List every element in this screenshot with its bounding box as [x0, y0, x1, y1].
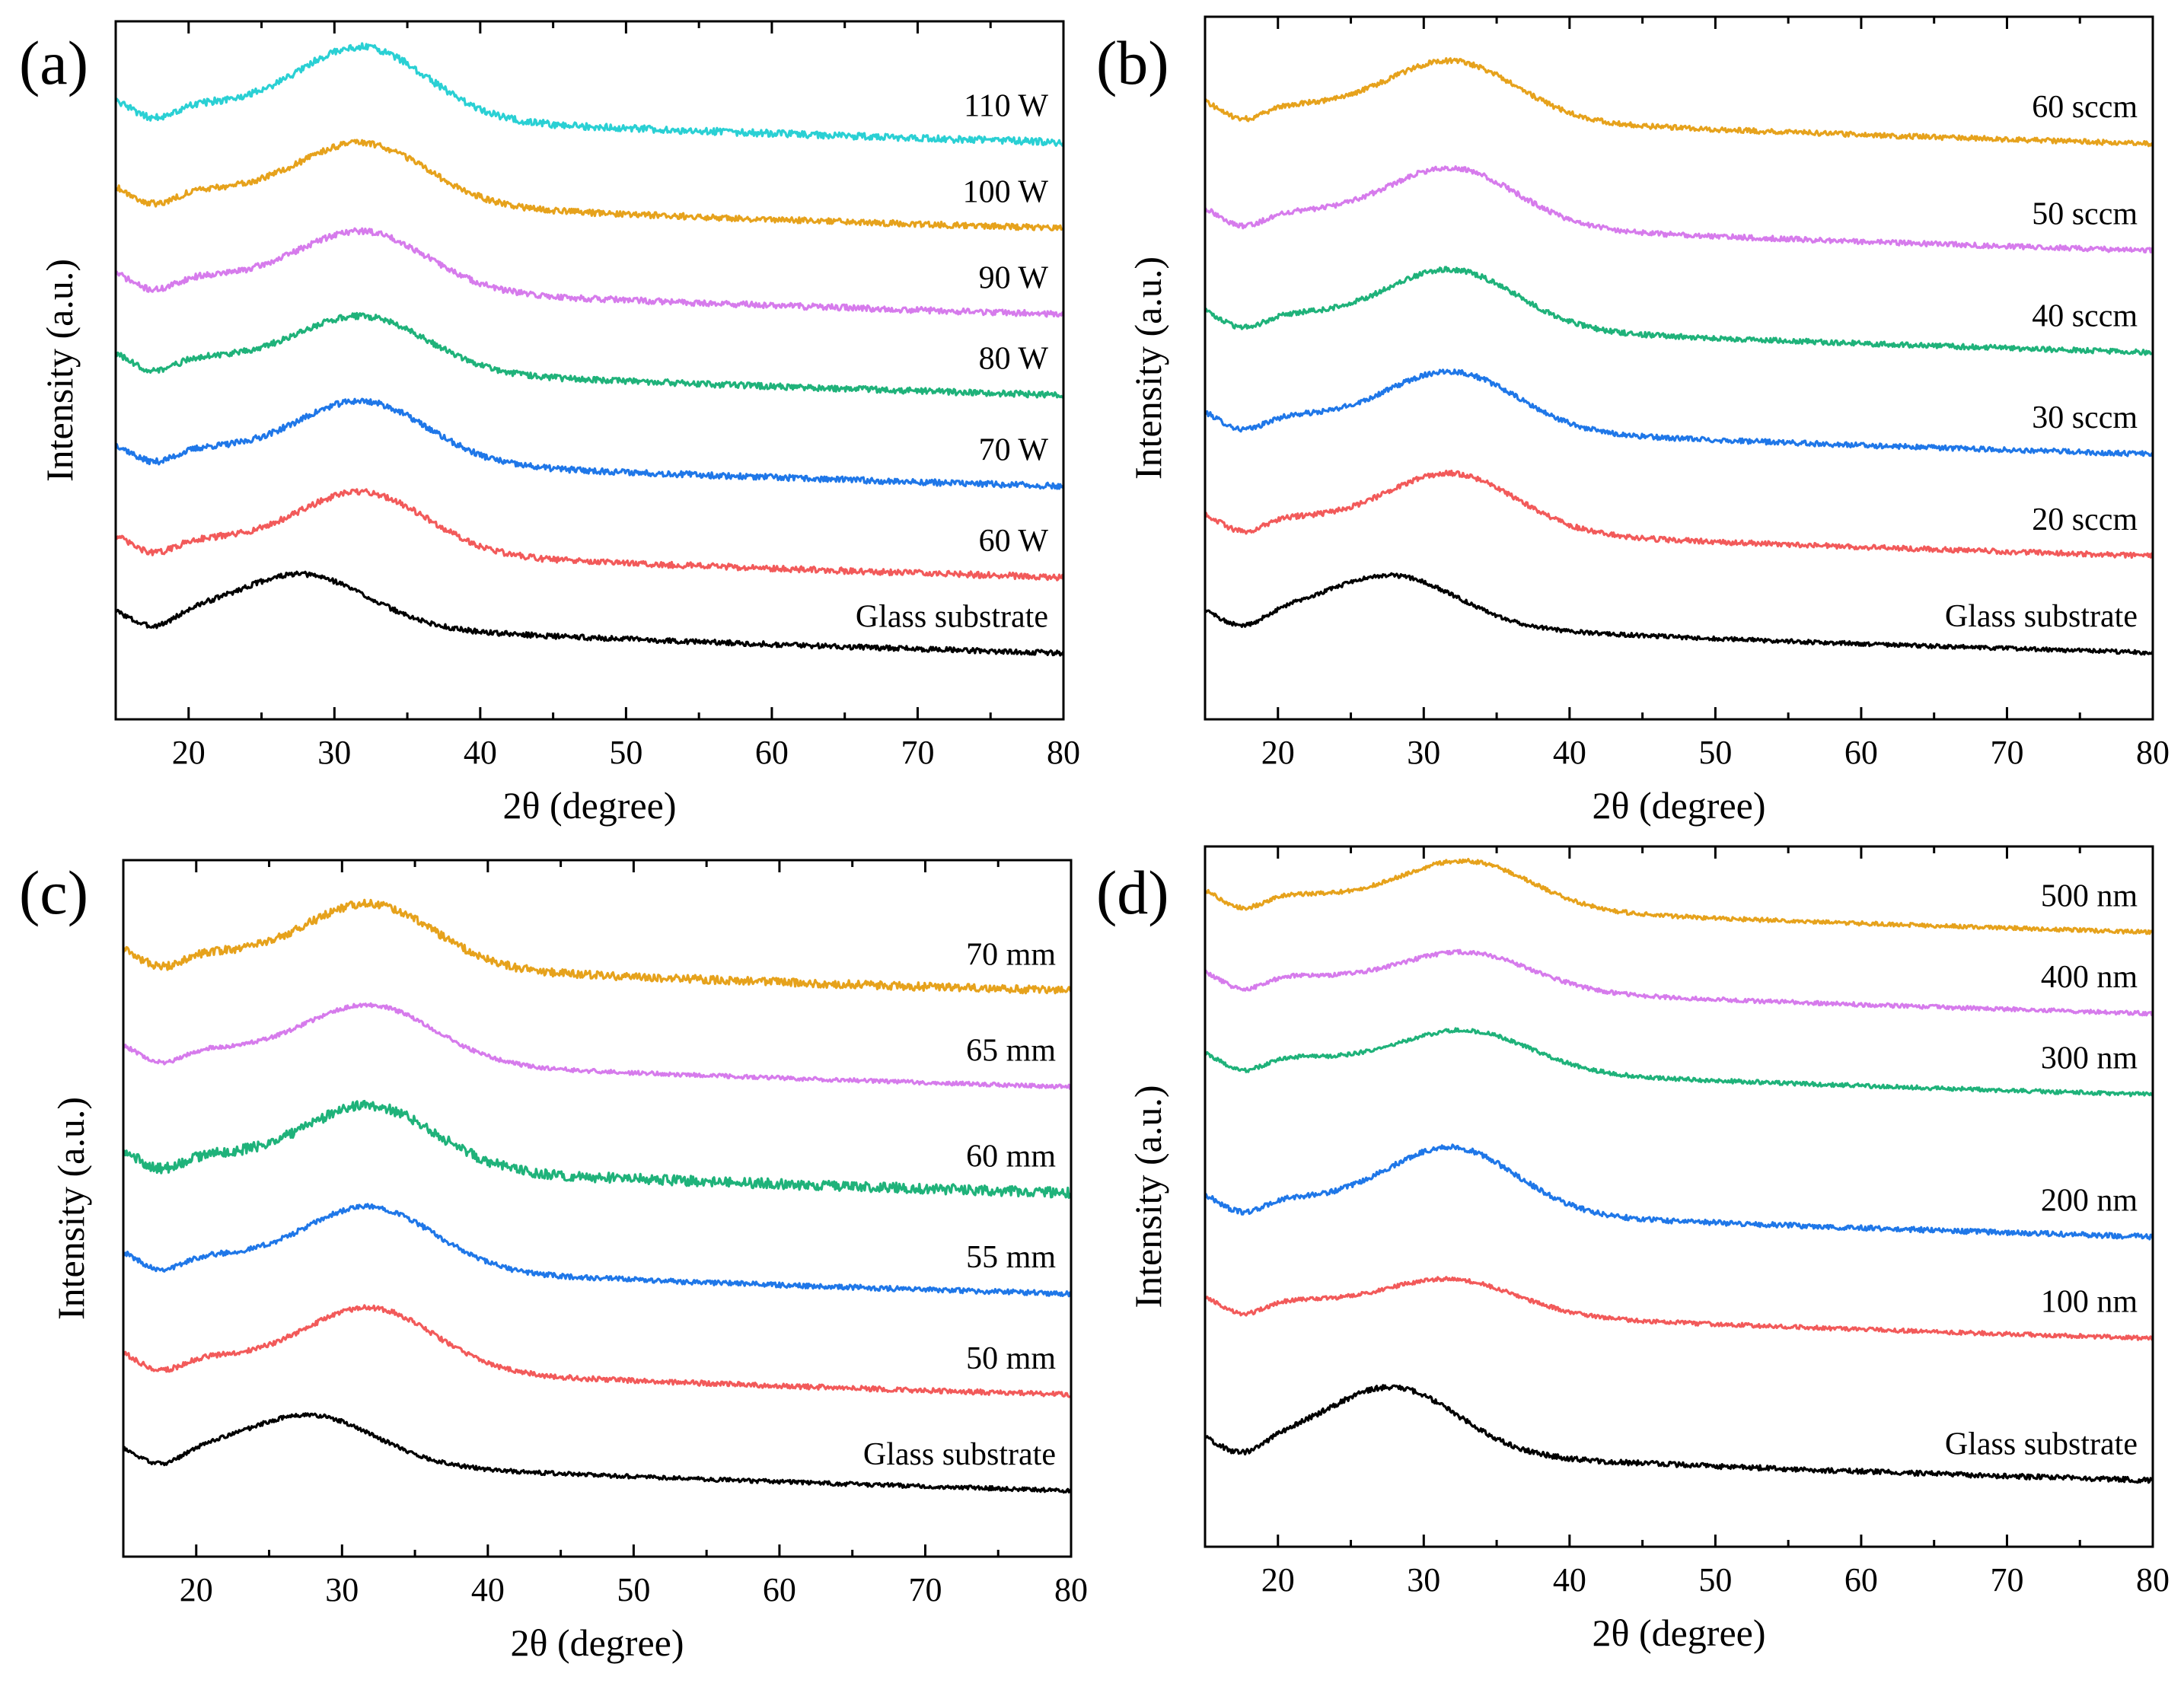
x-tick-label: 20 — [1261, 734, 1295, 771]
series-label: 70 mm — [966, 937, 1056, 972]
series-line-glass-substrate — [114, 570, 1065, 657]
x-tick-label: 80 — [1047, 734, 1080, 771]
series-line-100-nm — [1204, 1276, 2154, 1341]
x-tick-label: 40 — [1553, 1561, 1586, 1599]
series-line-55-mm — [123, 1203, 1073, 1298]
series-label: 100 W — [963, 174, 1049, 209]
series-label: 40 sccm — [2032, 298, 2138, 333]
x-axis-label: 2θ (degree) — [1593, 784, 1766, 827]
panel-b: Glass substrate 20 sccm 30 sccm 40 sccm 50 s… — [1096, 15, 2170, 827]
series-line-20-sccm — [1204, 470, 2154, 559]
panel-label: (d) — [1096, 858, 1169, 927]
x-tick-label: 20 — [1261, 1561, 1295, 1599]
x-tick-label: 30 — [317, 734, 351, 771]
series-line-500-nm — [1204, 858, 2154, 936]
x-tick-label: 20 — [172, 734, 206, 771]
series-label: 80 W — [979, 342, 1049, 377]
series-line-30-sccm — [1204, 368, 2154, 457]
plot-frame — [122, 859, 1073, 1558]
x-tick-label: 30 — [1407, 1561, 1440, 1599]
panel-label: (b) — [1096, 28, 1169, 97]
plot-frame — [1204, 15, 2154, 721]
series-label: 100 nm — [2041, 1285, 2138, 1320]
series-line-glass-substrate — [122, 1412, 1073, 1494]
series-label: 500 nm — [2041, 878, 2138, 913]
y-axis-label: Intensity (a.u.) — [49, 1097, 92, 1320]
x-tick-label: 80 — [2136, 1561, 2170, 1599]
series-line-100-w — [115, 139, 1064, 231]
x-tick-label: 50 — [617, 1571, 650, 1608]
series-line-400-nm — [1204, 948, 2154, 1017]
x-tick-label: 60 — [763, 1571, 796, 1608]
plot-frame — [114, 20, 1065, 721]
series-label: Glass substrate — [863, 1437, 1056, 1472]
series-line-60-w — [114, 488, 1065, 582]
x-tick-label: 70 — [908, 1571, 942, 1608]
x-tick-label: 40 — [1553, 734, 1586, 771]
x-axis-label: 2θ (degree) — [1593, 1611, 1766, 1654]
series-label: Glass substrate — [1945, 1426, 2138, 1461]
series-label: 60 mm — [966, 1140, 1056, 1175]
x-tick-label: 30 — [1407, 734, 1440, 771]
x-tick-label: 70 — [1990, 1561, 2023, 1599]
series-line-80-w — [114, 311, 1064, 399]
x-tick-label: 70 — [901, 734, 934, 771]
x-tick-label: 50 — [1698, 1561, 1732, 1599]
series-label: 20 sccm — [2032, 502, 2138, 537]
series-label: 70 W — [979, 432, 1049, 467]
y-axis-label: Intensity (a.u.) — [1127, 1085, 1169, 1308]
series-label: 65 mm — [966, 1033, 1056, 1068]
x-tick-label: 60 — [1844, 734, 1878, 771]
series-label: 300 nm — [2041, 1041, 2138, 1076]
x-tick-label: 60 — [1844, 1561, 1878, 1599]
series-line-60-mm — [122, 1099, 1073, 1199]
series-line-90-w — [114, 227, 1065, 318]
series-line-110-w — [114, 42, 1065, 147]
series-line-glass-substrate — [1204, 572, 2154, 656]
series-line-70-w — [114, 397, 1065, 490]
y-axis-label: Intensity (a.u.) — [1127, 257, 1169, 480]
series-line-50-sccm — [1204, 165, 2154, 253]
x-tick-label: 80 — [2136, 734, 2170, 771]
series-line-70-mm — [122, 898, 1073, 995]
series-label: 400 nm — [2041, 960, 2138, 995]
x-tick-label: 50 — [1698, 734, 1732, 771]
series-label: 200 nm — [2041, 1183, 2138, 1218]
series-line-glass-substrate — [1204, 1384, 2154, 1484]
x-axis-label: 2θ (degree) — [503, 784, 677, 827]
series-label: 50 mm — [966, 1341, 1056, 1376]
series-label: Glass substrate — [1945, 599, 2138, 634]
x-tick-label: 30 — [325, 1571, 359, 1608]
series-label: 50 sccm — [2032, 197, 2138, 232]
x-axis-label: 2θ (degree) — [511, 1621, 684, 1664]
series-label: 110 W — [964, 88, 1048, 123]
x-tick-label: 80 — [1054, 1571, 1088, 1608]
series-line-60-sccm — [1204, 57, 2154, 148]
x-tick-label: 40 — [464, 734, 497, 771]
panel-label: (a) — [19, 28, 88, 97]
series-line-50-mm — [122, 1304, 1072, 1398]
series-label: Glass substrate — [856, 600, 1048, 635]
x-tick-label: 70 — [1990, 734, 2023, 771]
plot-frame — [1204, 845, 2154, 1548]
series-label: 60 sccm — [2032, 90, 2138, 125]
series-label: 90 W — [979, 260, 1049, 295]
x-tick-label: 40 — [471, 1571, 505, 1608]
series-line-65-mm — [123, 1002, 1073, 1090]
panel-c: Glass substrate 50 mm 55 mm 60 mm 65 mm 70 mm… — [19, 858, 1088, 1664]
series-label: 30 sccm — [2032, 400, 2138, 435]
y-axis-label: Intensity (a.u.) — [38, 259, 81, 482]
x-tick-label: 60 — [755, 734, 789, 771]
series-line-300-nm — [1204, 1027, 2154, 1098]
panel-d: Glass substrate 100 nm 200 nm 300 nm 400 nm 5… — [1096, 845, 2170, 1654]
x-tick-label: 50 — [609, 734, 642, 771]
panel-label: (c) — [19, 858, 88, 927]
series-label: 60 W — [979, 524, 1049, 559]
series-line-40-sccm — [1204, 266, 2154, 356]
x-tick-label: 20 — [180, 1571, 213, 1608]
panel-a: Glass substrate 60 W 70 W 80 W 90 W 100 W 110 … — [19, 20, 1080, 827]
series-line-200-nm — [1204, 1143, 2154, 1241]
series-label: 55 mm — [966, 1240, 1056, 1275]
